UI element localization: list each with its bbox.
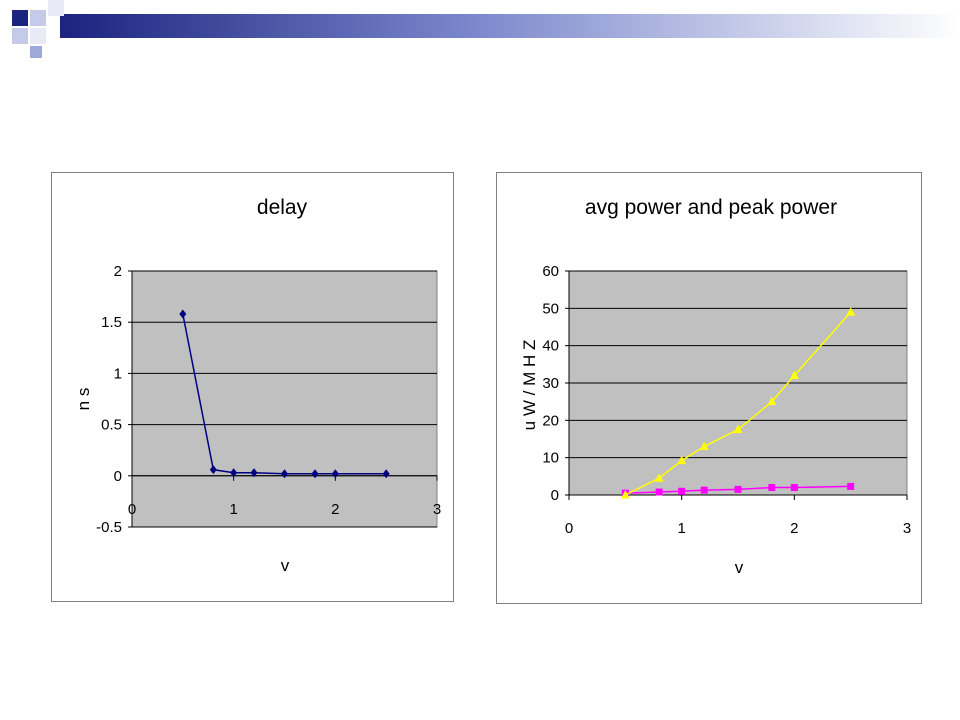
banner-square-navy — [12, 10, 28, 26]
power-y-axis-label: u W / M H Z — [520, 340, 539, 431]
power-series-1-point — [677, 455, 687, 465]
power-x-tick-label: 2 — [790, 520, 798, 537]
power-series-1-point — [846, 307, 856, 316]
banner-square-light-4 — [48, 0, 64, 16]
delay-y-tick-label: 0 — [114, 468, 122, 485]
delay-y-tick-label: -0.5 — [96, 519, 122, 536]
power-chart: avg power and peak power 0 10 20 30 40 50 60 0 1… — [520, 196, 911, 577]
power-chart-title: avg power and peak power — [585, 196, 837, 219]
power-series-0-point — [768, 484, 776, 492]
power-y-tick-label: 60 — [542, 263, 559, 280]
power-series-0-line — [625, 485, 851, 494]
power-y-tick-label: 0 — [551, 487, 559, 504]
power-series-0-point — [678, 487, 686, 495]
delay-x-tick-label: 0 — [128, 501, 136, 518]
banner-square-light-5 — [30, 46, 42, 58]
delay-chart-title: delay — [257, 196, 308, 219]
power-y-tick-label: 40 — [542, 338, 559, 355]
power-chart-frame: avg power and peak power 0 10 20 30 40 50 60 0 1… — [496, 172, 922, 604]
delay-y-axis-label: n s — [74, 388, 93, 411]
delay-y-tick-label: 1.5 — [101, 314, 122, 331]
power-series-1-point — [789, 370, 799, 380]
power-series-0-point — [655, 488, 663, 496]
delay-y-tick-label: 2 — [114, 263, 122, 280]
delay-x-tick-label: 3 — [433, 501, 441, 518]
power-x-axis-label: v — [735, 558, 744, 577]
delay-series-0-point — [311, 469, 319, 479]
delay-series-0-point — [230, 468, 238, 478]
power-series-1-point — [699, 441, 709, 450]
delay-chart-frame: delay -0.5 0 0.5 1 1.5 2 0 1 2 3 v n s — [51, 172, 454, 602]
delay-series-0-point — [209, 465, 217, 475]
power-series-0-point — [700, 486, 708, 494]
delay-x-tick-label: 2 — [331, 501, 339, 518]
power-y-tick-label: 10 — [542, 450, 559, 467]
power-y-tick-label: 30 — [542, 375, 559, 392]
delay-series-0-point — [382, 469, 390, 479]
delay-series-0-point — [179, 309, 187, 319]
power-series-1-line — [624, 311, 852, 496]
power-series-1-point — [620, 490, 630, 499]
power-y-tick-label: 50 — [542, 300, 559, 317]
delay-plot-area — [131, 270, 438, 528]
power-series-0-point — [790, 484, 798, 492]
delay-chart: delay -0.5 0 0.5 1 1.5 2 0 1 2 3 v n s — [74, 196, 441, 575]
power-series-0-point — [847, 482, 855, 490]
delay-series-0-point — [331, 469, 339, 479]
power-series-1-point — [767, 396, 777, 406]
power-series-1-point — [654, 473, 664, 482]
banner-square-light-2 — [12, 28, 28, 44]
delay-y-tick-label: 0.5 — [101, 417, 122, 434]
delay-series-0-point — [281, 469, 288, 479]
slide-banner — [12, 0, 960, 58]
banner-square-light-3 — [30, 28, 46, 44]
banner-square-light-1 — [30, 10, 46, 26]
delay-x-tick-label: 1 — [229, 501, 237, 518]
power-x-tick-label: 1 — [677, 520, 685, 537]
banner-gradient-bar — [60, 14, 960, 38]
delay-y-tick-label: 1 — [114, 365, 122, 382]
power-y-tick-label: 20 — [542, 412, 559, 429]
delay-series-0-point — [250, 468, 258, 478]
power-series-1-point — [733, 424, 743, 434]
delay-x-axis-label: v — [281, 556, 290, 575]
power-x-tick-label: 3 — [903, 520, 911, 537]
power-series-0-point — [734, 485, 742, 493]
power-x-tick-label: 0 — [565, 520, 573, 537]
